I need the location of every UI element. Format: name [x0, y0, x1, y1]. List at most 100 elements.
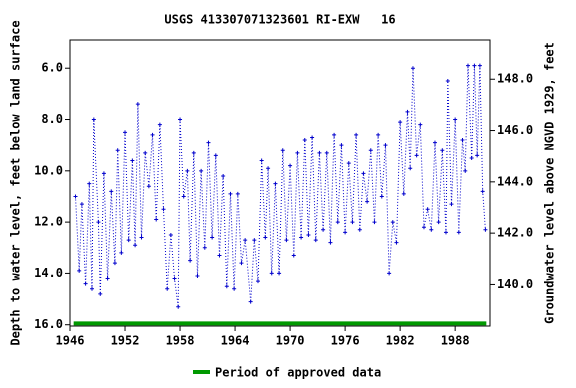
data-point [210, 235, 215, 240]
data-point [310, 135, 315, 140]
x-tick-label: 1982 [386, 334, 415, 348]
data-point [372, 220, 377, 225]
x-tick-label: 1958 [166, 334, 195, 348]
data-point [379, 194, 384, 199]
data-point [239, 261, 244, 266]
data-point [429, 227, 434, 232]
data-point [390, 220, 395, 225]
x-tick-label: 1970 [276, 334, 305, 348]
data-point [306, 232, 311, 237]
data-point [302, 138, 307, 143]
y2-tick-label: 144.0 [497, 174, 533, 188]
data-point [232, 286, 237, 291]
data-point [284, 238, 289, 243]
data-point [456, 230, 461, 235]
data-point [112, 261, 117, 266]
data-point [105, 276, 110, 281]
data-point [343, 230, 348, 235]
data-point [135, 102, 140, 107]
x-tick-label: 1976 [331, 334, 360, 348]
data-point [408, 166, 413, 171]
data-point [453, 117, 458, 122]
data-point [243, 238, 248, 243]
y-tick-label: 6.0 [41, 61, 63, 75]
data-point [346, 161, 351, 166]
y-tick-label: 12.0 [34, 215, 63, 229]
data-point [339, 143, 344, 148]
y2-tick-label: 140.0 [497, 277, 533, 291]
data-point [96, 220, 101, 225]
data-point [288, 163, 293, 168]
data-point [195, 273, 200, 278]
x-tick-label: 1952 [111, 334, 140, 348]
data-point [259, 158, 264, 163]
data-point [90, 286, 95, 291]
data-point [255, 279, 260, 284]
data-point [324, 150, 329, 155]
data-point [157, 122, 162, 127]
data-point [394, 240, 399, 245]
data-point [252, 238, 257, 243]
data-point [299, 235, 304, 240]
data-point [401, 191, 406, 196]
data-point [387, 271, 392, 276]
data-point [277, 271, 282, 276]
data-point [317, 150, 322, 155]
data-point [480, 189, 485, 194]
data-point [139, 235, 144, 240]
data-point [168, 232, 173, 237]
data-point [273, 181, 278, 186]
data-point [465, 63, 470, 68]
data-point [421, 225, 426, 230]
data-point [130, 158, 135, 163]
data-point [199, 168, 204, 173]
data-point [280, 148, 285, 153]
data-point [146, 184, 151, 189]
data-point [83, 281, 88, 286]
x-tick-label: 1988 [441, 334, 470, 348]
data-point [161, 207, 166, 212]
chart-title: USGS 413307071323601 RI-EXW 16 [164, 13, 395, 27]
data-point [472, 63, 477, 68]
data-point [206, 140, 211, 145]
legend-label: Period of approved data [215, 366, 381, 380]
data-point [133, 243, 138, 248]
plot-frame [69, 39, 491, 327]
data-point [432, 140, 437, 145]
data-point [154, 217, 159, 222]
data-point [79, 202, 84, 207]
data-point [266, 166, 271, 171]
data-point [376, 132, 381, 137]
data-point [291, 253, 296, 258]
y2-axis-label: Groundwater level above NGVD 1929, feet [543, 42, 557, 324]
data-point [440, 148, 445, 153]
data-point [123, 130, 128, 135]
data-point [460, 138, 465, 143]
data-point [477, 63, 482, 68]
data-point [425, 207, 430, 212]
data-point [87, 181, 92, 186]
data-point [191, 150, 196, 155]
data-point [150, 132, 155, 137]
data-point [213, 153, 218, 158]
data-point [483, 227, 488, 232]
data-point [263, 235, 268, 240]
data-point [165, 286, 170, 291]
data-point [221, 173, 226, 178]
data-point [202, 245, 207, 250]
data-point [449, 202, 454, 207]
data-point [119, 250, 124, 255]
data-point [436, 220, 441, 225]
data-point [77, 268, 82, 273]
data-point [414, 153, 419, 158]
data-point [115, 148, 120, 153]
data-point [335, 220, 340, 225]
data-point [235, 191, 240, 196]
data-line [75, 65, 486, 307]
data-point [463, 168, 468, 173]
data-point [313, 238, 318, 243]
data-point [354, 132, 359, 137]
data-point [418, 122, 423, 127]
data-point [269, 271, 274, 276]
data-point [248, 299, 253, 304]
